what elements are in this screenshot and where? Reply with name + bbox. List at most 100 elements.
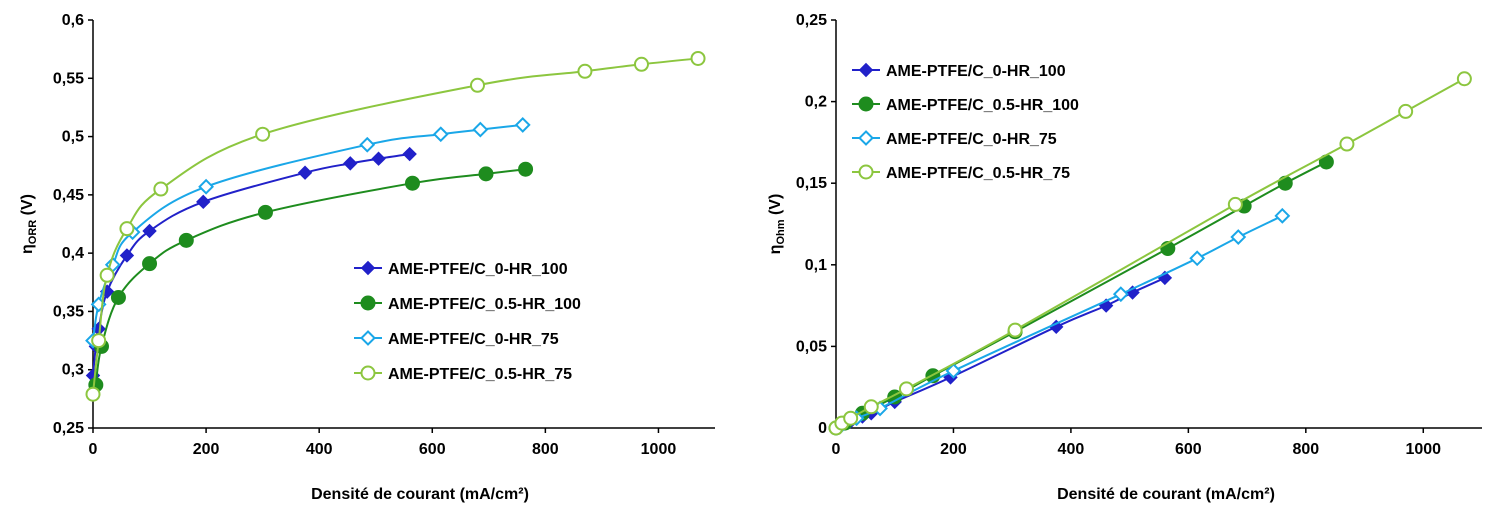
- series-line: [835, 214, 1283, 429]
- data-point: [404, 175, 420, 191]
- y-axis-title: ηOhm (V): [767, 194, 787, 255]
- data-point: [843, 410, 859, 426]
- legend-item: AME-PTFE/C_0-HR_100: [852, 62, 1066, 80]
- data-point: [178, 232, 194, 248]
- legend-marker: [858, 130, 874, 146]
- y-tick-label: 0,3: [62, 362, 84, 379]
- legend-marker: [858, 62, 874, 78]
- x-tick-label: 0: [89, 441, 98, 458]
- legend-item: AME-PTFE/C_0-HR_75: [354, 330, 559, 348]
- x-tick-label: 600: [419, 441, 446, 458]
- y-tick-label: 0,4: [62, 245, 84, 262]
- legend-item: AME-PTFE/C_0-HR_75: [852, 130, 1057, 148]
- y-tick-label: 0,2: [805, 94, 827, 111]
- data-point: [1189, 250, 1206, 267]
- y-tick-label: 0,6: [62, 12, 84, 29]
- legend-label: AME-PTFE/C_0.5-HR_75: [886, 165, 1070, 182]
- data-point: [91, 333, 107, 349]
- series-4: [828, 71, 1472, 436]
- x-tick-label: 200: [193, 441, 220, 458]
- data-point: [690, 50, 706, 66]
- x-tick-label: 400: [306, 441, 333, 458]
- data-point: [1007, 322, 1023, 338]
- series-line: [92, 57, 699, 395]
- x-tick-label: 400: [1058, 441, 1085, 458]
- legend-label: AME-PTFE/C_0.5-HR_100: [388, 296, 581, 313]
- data-point: [119, 221, 135, 237]
- data-point: [898, 381, 914, 397]
- data-point: [1274, 207, 1291, 224]
- x-tick-label: 0: [832, 441, 841, 458]
- legend-item: AME-PTFE/C_0.5-HR_75: [354, 365, 572, 383]
- data-point: [343, 156, 358, 171]
- data-point: [198, 178, 215, 195]
- y-tick-label: 0: [818, 420, 827, 437]
- y-axis-title: ηORR (V): [19, 194, 39, 254]
- legend-label: AME-PTFE/C_0-HR_75: [886, 131, 1057, 148]
- y-tick-label: 0,35: [53, 303, 84, 320]
- data-point: [255, 126, 271, 142]
- data-point: [142, 223, 157, 239]
- data-point: [110, 289, 126, 305]
- data-point: [1456, 71, 1472, 87]
- data-point: [119, 248, 135, 263]
- legend-marker: [858, 164, 874, 180]
- data-point: [863, 399, 879, 415]
- data-point: [514, 117, 531, 133]
- legend-label: AME-PTFE/C_0-HR_100: [388, 261, 568, 278]
- y-tick-label: 0,5: [62, 129, 84, 146]
- legend: AME-PTFE/C_0-HR_100 AME-PTFE/C_0.5-HR_100…: [852, 62, 1079, 182]
- y-tick-label: 0,25: [53, 420, 84, 437]
- x-tick-label: 800: [532, 441, 559, 458]
- y-tick-label: 0,55: [53, 70, 84, 87]
- data-point: [153, 181, 169, 197]
- legend-marker: [360, 330, 376, 346]
- y-axis-title-main: η: [767, 245, 784, 255]
- y-axis-title-main: η: [19, 244, 36, 254]
- x-tick-label: 200: [940, 441, 967, 458]
- y-axis-title-unit: (V): [767, 194, 784, 220]
- data-point: [99, 267, 115, 283]
- series-4: [85, 50, 706, 402]
- legend-label: AME-PTFE/C_0.5-HR_100: [886, 97, 1079, 114]
- y-tick-label: 0,45: [53, 187, 84, 204]
- data-point: [1227, 196, 1243, 212]
- data-point: [472, 121, 489, 138]
- data-point: [478, 166, 494, 182]
- legend-item: AME-PTFE/C_0-HR_100: [354, 260, 568, 278]
- data-point: [518, 161, 534, 177]
- legend-marker: [360, 260, 376, 276]
- data-point: [85, 386, 101, 402]
- x-tick-label: 1000: [1405, 441, 1441, 458]
- legend-item: AME-PTFE/C_0.5-HR_75: [852, 164, 1070, 182]
- data-point: [196, 194, 211, 210]
- data-point: [359, 136, 376, 153]
- x-tick-label: 600: [1175, 441, 1202, 458]
- legend-label: AME-PTFE/C_0-HR_100: [886, 63, 1066, 80]
- x-tick-label: 1000: [641, 441, 677, 458]
- data-point: [1277, 175, 1293, 191]
- chart-1: 0,25 0,3 0,35 0,4 0,45 0,5 0,55 0,6 0 200 400 600 80…: [19, 12, 715, 503]
- data-point: [1230, 229, 1247, 245]
- legend: AME-PTFE/C_0-HR_100 AME-PTFE/C_0.5-HR_100…: [354, 260, 581, 383]
- y-axis-title-sub: Ohm: [775, 219, 787, 244]
- data-point: [470, 77, 486, 93]
- y-tick-label: 0,15: [796, 175, 827, 192]
- legend-marker: [858, 96, 874, 112]
- y-tick-label: 0,25: [796, 12, 827, 29]
- data-point: [371, 151, 386, 166]
- data-point: [1339, 136, 1355, 152]
- legend-marker: [360, 295, 376, 311]
- x-axis-title: Densité de courant (mA/cm²): [311, 486, 529, 503]
- x-axis-title: Densité de courant (mA/cm²): [1057, 486, 1275, 503]
- x-tick-label: 800: [1292, 441, 1319, 458]
- data-point: [402, 146, 417, 162]
- legend-label: AME-PTFE/C_0-HR_75: [388, 331, 559, 348]
- legend-item: AME-PTFE/C_0.5-HR_100: [354, 295, 581, 313]
- series-line: [92, 153, 410, 376]
- series-line: [94, 168, 526, 386]
- chart-2: 0 0,05 0,1 0,15 0,2 0,25 0 200 400 600 800 1000 Dens…: [767, 12, 1482, 503]
- data-point: [945, 362, 962, 379]
